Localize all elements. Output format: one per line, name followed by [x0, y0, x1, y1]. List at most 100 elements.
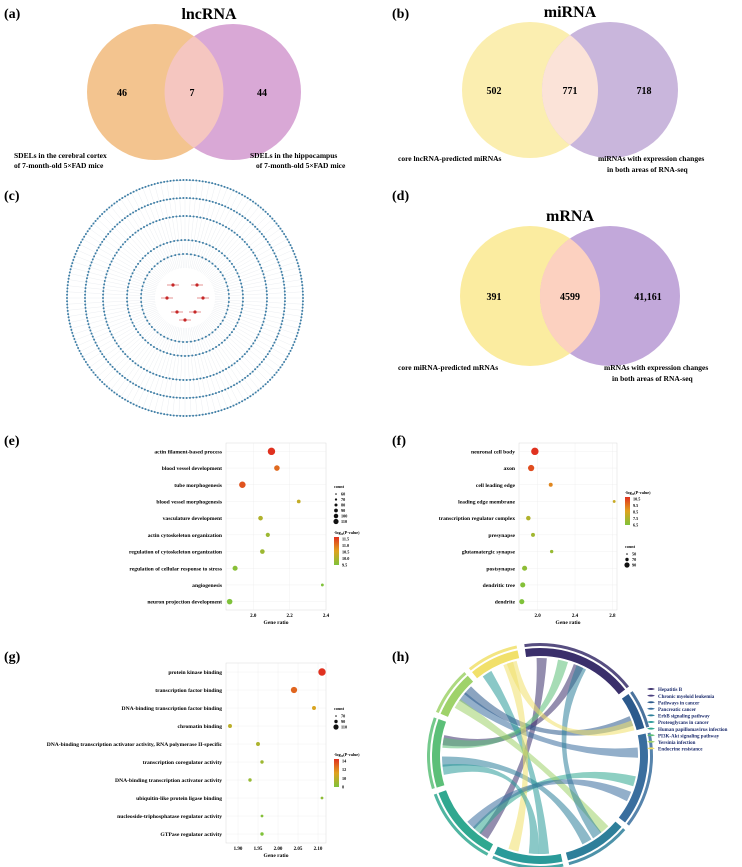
network-node	[227, 289, 230, 292]
network-node	[217, 410, 220, 413]
network-node	[258, 330, 261, 333]
network-node	[289, 349, 292, 352]
network-node	[264, 210, 267, 213]
network-node	[106, 323, 109, 326]
network-node	[144, 185, 147, 188]
network-node	[173, 353, 176, 356]
network-node	[264, 283, 267, 286]
network-node	[85, 280, 88, 283]
x-axis-label: Gene ratio	[264, 853, 289, 859]
chord-outer-track	[568, 828, 626, 866]
network-node	[301, 293, 304, 296]
network-node	[104, 317, 107, 320]
venn-right-set-d-line1: mRNAs with expression changes	[604, 363, 708, 372]
network-node	[279, 326, 282, 329]
network-node	[241, 238, 244, 241]
network-node	[281, 363, 284, 366]
network-node	[159, 244, 162, 247]
network-node	[256, 365, 259, 368]
chord-outer-track	[492, 855, 564, 867]
network-node	[182, 197, 185, 200]
network-node	[223, 277, 226, 280]
x-tick-label: 2.4	[572, 614, 579, 619]
network-node	[83, 235, 86, 238]
network-node	[137, 385, 140, 388]
network-node	[229, 188, 232, 191]
x-tick-label: 2.4	[323, 614, 330, 619]
network-node	[238, 236, 241, 239]
network-node	[250, 248, 253, 251]
network-node	[110, 333, 113, 336]
network-node	[175, 414, 178, 417]
network-node	[238, 380, 241, 383]
count-legend-dot	[333, 724, 339, 730]
count-legend-title: count	[625, 544, 636, 549]
venn-right-set-a-line1: SDELs in the hippocampus	[250, 151, 337, 160]
network-edge	[68, 302, 156, 317]
network-node	[251, 223, 254, 226]
network-node	[132, 211, 135, 214]
network-node	[301, 309, 304, 312]
network-node	[166, 241, 169, 244]
network-node	[302, 297, 304, 299]
network-node	[262, 358, 265, 361]
network-node	[94, 341, 97, 344]
panel-a: (a) lncRNA 46 7 44 SDELs in the cerebral…	[4, 6, 346, 170]
network-node	[103, 238, 106, 241]
network-node	[180, 354, 183, 357]
network-node	[66, 306, 69, 309]
network-node	[252, 393, 255, 396]
network-node	[127, 307, 130, 310]
network-node	[269, 215, 272, 218]
network-edge	[67, 291, 156, 297]
network-node	[199, 216, 202, 219]
network-node	[140, 297, 142, 299]
network-node	[75, 249, 78, 252]
network-node	[192, 179, 195, 182]
network-node	[218, 222, 221, 225]
network-node	[75, 344, 78, 347]
network-edge	[195, 187, 228, 271]
venn-left-set-a-line2: of 7-month-old 5×FAD mice	[14, 161, 104, 170]
network-node	[144, 277, 147, 280]
network-node	[97, 347, 100, 350]
network-node	[232, 189, 235, 192]
panel-label-a: (a)	[4, 7, 21, 22]
network-node	[271, 376, 274, 379]
network-edge	[214, 304, 301, 323]
network-node	[205, 350, 208, 353]
network-node	[126, 238, 129, 241]
network-node	[237, 318, 240, 321]
network-node	[110, 204, 113, 207]
network-node	[118, 395, 121, 398]
network-edge	[191, 327, 210, 414]
network-node	[283, 293, 286, 296]
network-node	[88, 366, 91, 369]
network-node	[208, 244, 211, 247]
network-node	[101, 240, 104, 243]
network-node	[249, 198, 252, 201]
network-edge	[192, 326, 216, 413]
network-node	[221, 369, 224, 372]
network-node	[140, 300, 143, 303]
network-node	[184, 355, 186, 357]
network-node	[91, 335, 94, 338]
network-node	[79, 241, 82, 244]
network-node	[261, 323, 264, 326]
term-label: neuronal cell body	[471, 449, 515, 455]
network-node	[150, 325, 153, 328]
network-edge	[77, 310, 158, 347]
network-edge	[206, 319, 269, 382]
network-node	[185, 215, 188, 218]
network-node	[72, 334, 75, 337]
network-node	[118, 221, 121, 224]
network-node	[69, 268, 72, 271]
network-edge	[85, 314, 160, 363]
network-node	[103, 283, 106, 286]
network-node	[67, 316, 70, 319]
network-node	[265, 307, 268, 310]
network-edge	[189, 327, 204, 415]
network-node	[126, 355, 129, 358]
network-node	[107, 360, 110, 363]
network-node	[146, 319, 149, 322]
